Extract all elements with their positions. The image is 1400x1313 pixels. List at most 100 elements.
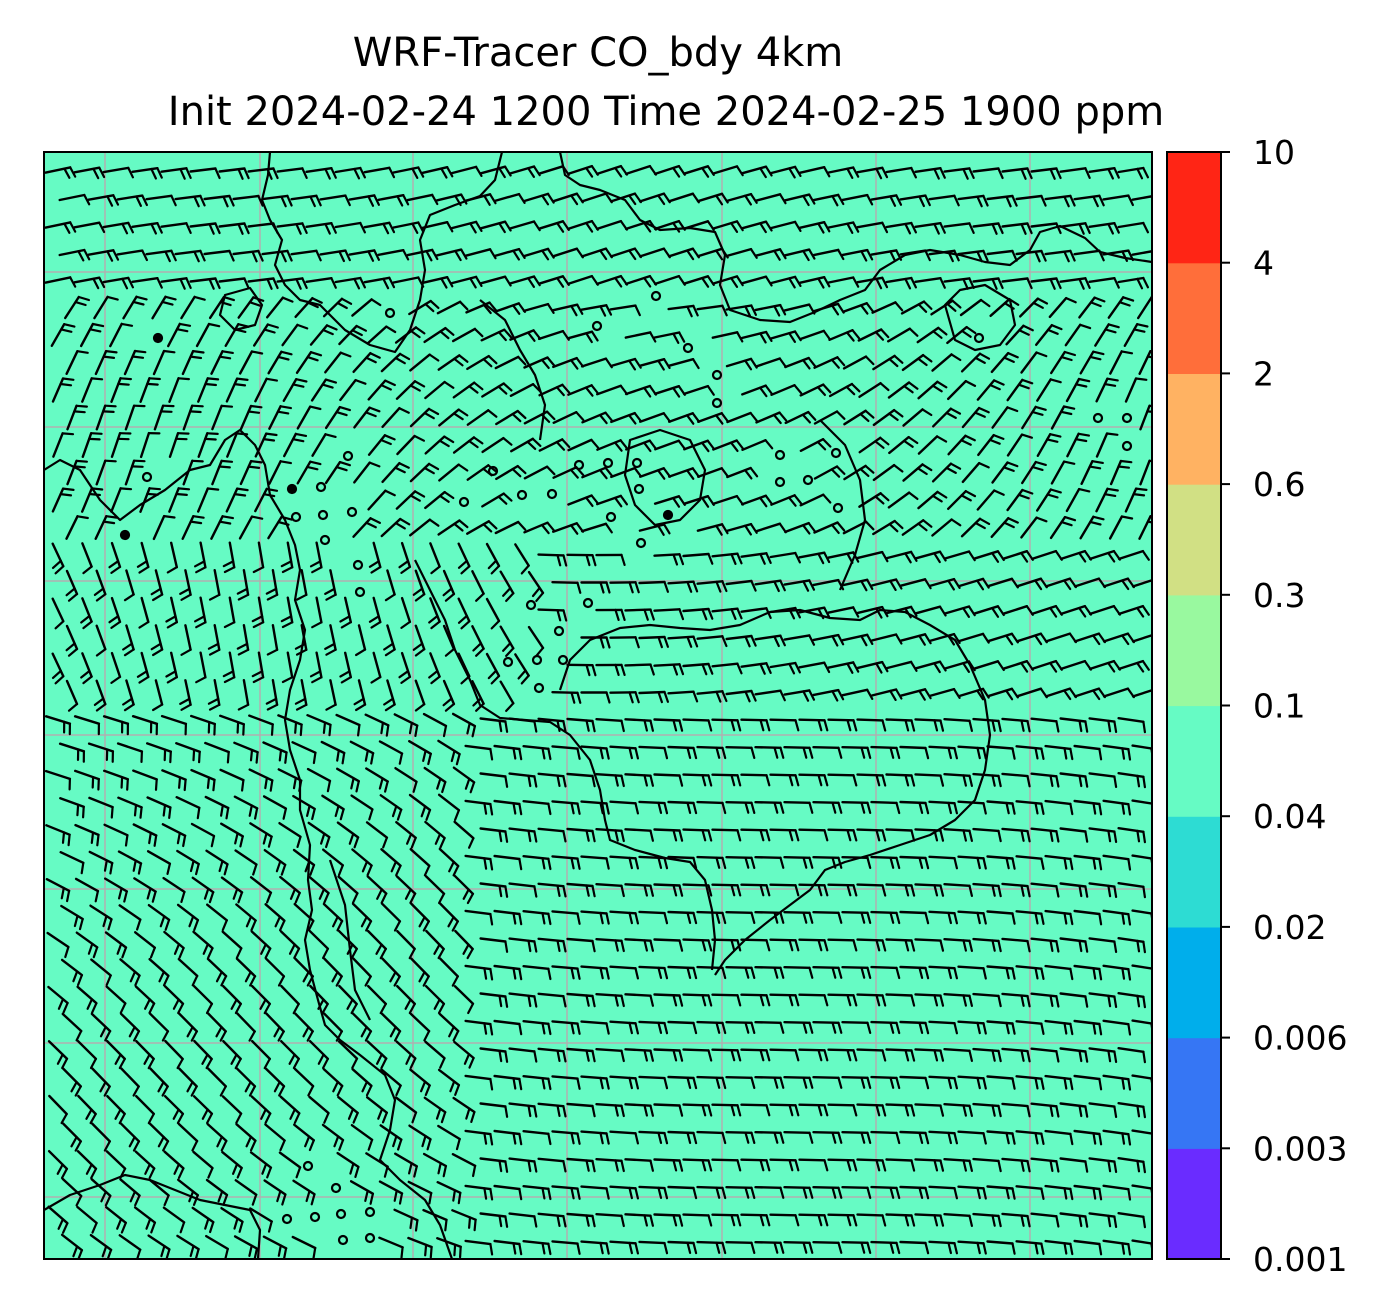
wind-barb — [740, 330, 768, 340]
calm-wind-circle — [352, 559, 364, 571]
wind-barb — [682, 384, 710, 396]
wind-barb-flag — [982, 1077, 987, 1090]
wind-barb-flag — [164, 295, 177, 301]
wind-barb — [1102, 687, 1130, 698]
wind-barb — [110, 541, 122, 569]
wind-barb-flag — [112, 194, 120, 206]
wind-barb — [872, 354, 896, 371]
wind-barb — [552, 411, 578, 424]
wind-barb — [1088, 221, 1116, 229]
wind-barb — [192, 1095, 214, 1115]
wind-barb-flag — [295, 593, 308, 601]
wind-barb-flag — [678, 553, 685, 566]
wind-barb-flag — [736, 719, 742, 732]
wind-barb-flag — [185, 277, 192, 289]
wind-barb-flag — [620, 608, 626, 622]
wind-barb-flag — [61, 377, 75, 381]
wind-barb — [162, 1206, 186, 1224]
wind-barb-flag — [1092, 1132, 1097, 1145]
wind-barb — [1065, 487, 1081, 513]
wind-barb — [452, 1096, 476, 1114]
wind-barb — [725, 856, 753, 859]
wind-barb-flag — [1040, 1077, 1045, 1091]
wind-barb-flag — [794, 829, 800, 842]
wind-barb-flag — [194, 1247, 200, 1259]
wind-barb-flag — [910, 994, 916, 1007]
wind-barb-flag — [779, 1186, 785, 1199]
wind-barb-flag — [489, 802, 494, 816]
wind-barb — [740, 993, 768, 997]
wind-barb — [262, 795, 288, 810]
wind-barb-flag — [831, 304, 840, 316]
wind-barb — [754, 746, 782, 749]
wind-barb — [943, 993, 971, 997]
wind-barb — [406, 193, 434, 202]
wind-barb-flag — [1127, 1188, 1132, 1201]
wind-barb-flag — [435, 1107, 442, 1120]
calm-wind-circle — [830, 447, 842, 459]
wind-barb — [1073, 909, 1101, 916]
wind-barb-flag — [547, 967, 552, 981]
wind-barb — [380, 1068, 402, 1087]
wind-barb-flag — [1069, 1187, 1074, 1201]
wind-barb — [493, 744, 521, 751]
wind-barb-flag — [182, 834, 187, 848]
wind-barb — [711, 1158, 739, 1162]
wind-barb — [798, 1048, 826, 1052]
wind-barb — [638, 855, 666, 860]
wind-barb-flag — [720, 412, 730, 423]
wind-barb-flag — [90, 831, 95, 845]
wind-barb-flag — [788, 993, 794, 1007]
wind-barb — [119, 1178, 141, 1197]
wind-barb-flag — [136, 1248, 142, 1259]
wind-barb — [986, 800, 1014, 805]
wind-barb-flag — [1121, 1077, 1126, 1090]
wind-barb-flag — [788, 662, 796, 675]
wind-barb — [638, 965, 666, 970]
wind-barb — [991, 406, 1009, 429]
wind-barb-flag — [808, 579, 816, 591]
wind-barb-flag — [535, 646, 545, 658]
wind-barb — [842, 520, 868, 535]
wind-barb-flag — [946, 302, 957, 312]
wind-barb-flag — [1078, 1104, 1083, 1118]
wind-barb-flag — [350, 947, 358, 960]
wind-barb-flag — [309, 670, 322, 678]
wind-barb-flag — [1157, 969, 1158, 979]
wind-barb — [741, 384, 767, 396]
wind-barb — [725, 801, 753, 804]
wind-barb — [367, 434, 387, 456]
wind-barb — [769, 828, 797, 832]
wind-barb — [682, 1048, 710, 1052]
wind-barb — [653, 718, 681, 722]
wind-barb-flag — [950, 518, 962, 527]
wind-barb-flag — [744, 856, 750, 869]
wind-barb — [508, 772, 536, 778]
wind-barb-flag — [1150, 295, 1152, 299]
wind-barb-flag — [162, 974, 170, 987]
wind-barb-flag — [823, 606, 831, 619]
wind-barb — [89, 904, 113, 921]
wind-barb-flag — [349, 1162, 355, 1175]
wind-barb-flag — [296, 835, 302, 849]
wind-barb-flag — [706, 439, 716, 451]
wind-barb-flag — [209, 1220, 215, 1234]
wind-barb — [191, 1206, 215, 1224]
wind-barb-flag — [765, 607, 772, 620]
wind-barb-flag — [63, 167, 71, 179]
wind-barb — [769, 165, 797, 175]
wind-barb-flag — [108, 615, 120, 624]
wind-barb-flag — [874, 495, 885, 505]
wind-barb-flag — [289, 1108, 296, 1120]
wind-barb-flag — [133, 349, 147, 354]
wind-barb-flag — [1055, 995, 1060, 1008]
wind-barb-flag — [502, 586, 512, 597]
wind-barb-flag — [721, 801, 727, 815]
wind-barb — [1015, 1020, 1043, 1025]
wind-barb — [638, 635, 666, 640]
wind-barb — [667, 1075, 695, 1080]
wind-barb-flag — [133, 803, 138, 817]
wind-barb-flag — [576, 802, 581, 815]
wind-barb-flag — [179, 587, 191, 596]
wind-barb-flag — [721, 1021, 727, 1035]
